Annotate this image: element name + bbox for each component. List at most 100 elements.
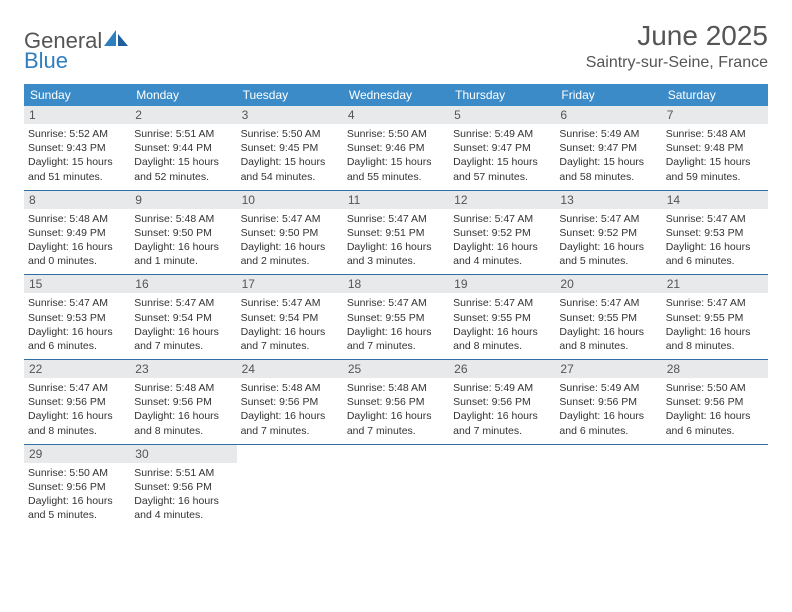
day-number: 16: [130, 275, 236, 293]
day-cell: 30Sunrise: 5:51 AMSunset: 9:56 PMDayligh…: [130, 445, 236, 529]
daylight-text: and 8 minutes.: [559, 339, 657, 353]
day-cell: 15Sunrise: 5:47 AMSunset: 9:53 PMDayligh…: [24, 275, 130, 359]
day-cell: 6Sunrise: 5:49 AMSunset: 9:47 PMDaylight…: [555, 106, 661, 190]
sunset-text: Sunset: 9:52 PM: [453, 226, 551, 240]
sunset-text: Sunset: 9:53 PM: [28, 311, 126, 325]
day-cell: 11Sunrise: 5:47 AMSunset: 9:51 PMDayligh…: [343, 191, 449, 275]
daylight-text: and 7 minutes.: [347, 424, 445, 438]
sunset-text: Sunset: 9:56 PM: [134, 480, 232, 494]
week-row: 8Sunrise: 5:48 AMSunset: 9:49 PMDaylight…: [24, 191, 768, 276]
sunset-text: Sunset: 9:50 PM: [241, 226, 339, 240]
day-cell: 16Sunrise: 5:47 AMSunset: 9:54 PMDayligh…: [130, 275, 236, 359]
daylight-text: and 7 minutes.: [241, 339, 339, 353]
sunset-text: Sunset: 9:56 PM: [28, 480, 126, 494]
logo-word-blue: Blue: [24, 48, 68, 73]
daylight-text: and 8 minutes.: [453, 339, 551, 353]
day-number: 12: [449, 191, 555, 209]
day-number: 19: [449, 275, 555, 293]
sunrise-text: Sunrise: 5:50 AM: [347, 127, 445, 141]
sunset-text: Sunset: 9:56 PM: [453, 395, 551, 409]
daylight-text: Daylight: 15 hours: [666, 155, 764, 169]
daylight-text: Daylight: 16 hours: [453, 325, 551, 339]
sunset-text: Sunset: 9:55 PM: [559, 311, 657, 325]
day-number: 29: [24, 445, 130, 463]
day-number: 3: [237, 106, 343, 124]
sunset-text: Sunset: 9:56 PM: [347, 395, 445, 409]
sunset-text: Sunset: 9:50 PM: [134, 226, 232, 240]
day-number: 18: [343, 275, 449, 293]
day-number: 10: [237, 191, 343, 209]
sunrise-text: Sunrise: 5:47 AM: [559, 296, 657, 310]
day-cell-empty: [555, 445, 661, 529]
daylight-text: and 7 minutes.: [347, 339, 445, 353]
sunrise-text: Sunrise: 5:47 AM: [347, 212, 445, 226]
day-cell: 28Sunrise: 5:50 AMSunset: 9:56 PMDayligh…: [662, 360, 768, 444]
sunset-text: Sunset: 9:44 PM: [134, 141, 232, 155]
daylight-text: and 2 minutes.: [241, 254, 339, 268]
day-cell: 2Sunrise: 5:51 AMSunset: 9:44 PMDaylight…: [130, 106, 236, 190]
daylight-text: Daylight: 16 hours: [134, 325, 232, 339]
day-cell: 14Sunrise: 5:47 AMSunset: 9:53 PMDayligh…: [662, 191, 768, 275]
dow-friday: Friday: [555, 84, 661, 106]
daylight-text: Daylight: 15 hours: [347, 155, 445, 169]
day-cell: 20Sunrise: 5:47 AMSunset: 9:55 PMDayligh…: [555, 275, 661, 359]
sunrise-text: Sunrise: 5:50 AM: [241, 127, 339, 141]
sunset-text: Sunset: 9:54 PM: [134, 311, 232, 325]
day-cell: 19Sunrise: 5:47 AMSunset: 9:55 PMDayligh…: [449, 275, 555, 359]
daylight-text: and 1 minute.: [134, 254, 232, 268]
week-row: 22Sunrise: 5:47 AMSunset: 9:56 PMDayligh…: [24, 360, 768, 445]
daylight-text: and 54 minutes.: [241, 170, 339, 184]
daylight-text: Daylight: 16 hours: [453, 409, 551, 423]
sunrise-text: Sunrise: 5:47 AM: [241, 296, 339, 310]
day-number: 17: [237, 275, 343, 293]
daylight-text: Daylight: 16 hours: [666, 409, 764, 423]
day-cell-empty: [343, 445, 449, 529]
sunrise-text: Sunrise: 5:47 AM: [559, 212, 657, 226]
day-number: 9: [130, 191, 236, 209]
daylight-text: Daylight: 16 hours: [347, 325, 445, 339]
sunrise-text: Sunrise: 5:48 AM: [241, 381, 339, 395]
calendar-page: General Blue June 2025 Saintry-sur-Seine…: [0, 0, 792, 548]
page-title: June 2025: [586, 20, 768, 52]
dow-sunday: Sunday: [24, 84, 130, 106]
day-cell: 5Sunrise: 5:49 AMSunset: 9:47 PMDaylight…: [449, 106, 555, 190]
day-cell: 1Sunrise: 5:52 AMSunset: 9:43 PMDaylight…: [24, 106, 130, 190]
logo: General Blue: [24, 20, 130, 71]
day-cell: 4Sunrise: 5:50 AMSunset: 9:46 PMDaylight…: [343, 106, 449, 190]
sunset-text: Sunset: 9:43 PM: [28, 141, 126, 155]
day-cell: 17Sunrise: 5:47 AMSunset: 9:54 PMDayligh…: [237, 275, 343, 359]
daylight-text: Daylight: 16 hours: [559, 325, 657, 339]
sunrise-text: Sunrise: 5:48 AM: [134, 212, 232, 226]
day-cell: 29Sunrise: 5:50 AMSunset: 9:56 PMDayligh…: [24, 445, 130, 529]
daylight-text: and 7 minutes.: [134, 339, 232, 353]
daylight-text: Daylight: 16 hours: [134, 494, 232, 508]
day-number: 24: [237, 360, 343, 378]
sunset-text: Sunset: 9:52 PM: [559, 226, 657, 240]
day-number: 6: [555, 106, 661, 124]
day-number: 4: [343, 106, 449, 124]
day-number: 30: [130, 445, 236, 463]
daylight-text: Daylight: 16 hours: [28, 325, 126, 339]
day-number: 8: [24, 191, 130, 209]
sunrise-text: Sunrise: 5:52 AM: [28, 127, 126, 141]
day-number: 2: [130, 106, 236, 124]
daylight-text: and 7 minutes.: [453, 424, 551, 438]
daylight-text: and 55 minutes.: [347, 170, 445, 184]
sunrise-text: Sunrise: 5:50 AM: [28, 466, 126, 480]
sunset-text: Sunset: 9:51 PM: [347, 226, 445, 240]
daylight-text: Daylight: 16 hours: [559, 240, 657, 254]
daylight-text: and 3 minutes.: [347, 254, 445, 268]
sunrise-text: Sunrise: 5:50 AM: [666, 381, 764, 395]
daylight-text: Daylight: 15 hours: [559, 155, 657, 169]
daylight-text: Daylight: 16 hours: [241, 240, 339, 254]
daylight-text: Daylight: 15 hours: [453, 155, 551, 169]
daylight-text: Daylight: 16 hours: [559, 409, 657, 423]
day-cell: 9Sunrise: 5:48 AMSunset: 9:50 PMDaylight…: [130, 191, 236, 275]
daylight-text: and 6 minutes.: [559, 424, 657, 438]
day-cell: 8Sunrise: 5:48 AMSunset: 9:49 PMDaylight…: [24, 191, 130, 275]
sunrise-text: Sunrise: 5:49 AM: [559, 127, 657, 141]
daylight-text: and 51 minutes.: [28, 170, 126, 184]
daylight-text: and 52 minutes.: [134, 170, 232, 184]
sunset-text: Sunset: 9:56 PM: [134, 395, 232, 409]
daylight-text: Daylight: 15 hours: [241, 155, 339, 169]
